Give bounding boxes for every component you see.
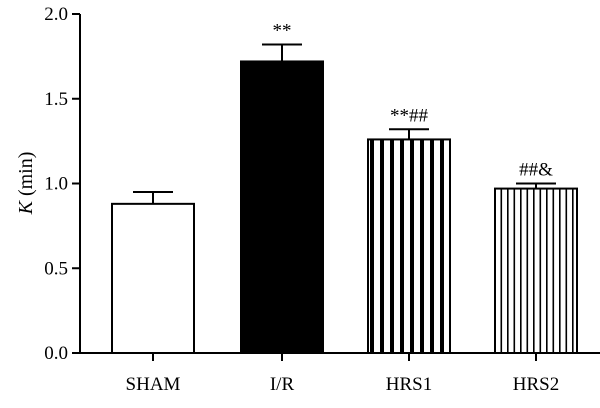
y-tick-label: 0.5	[44, 258, 68, 279]
chart-marks: 0.0 0.5 1.0 1.5 2.0 SHAM I/R ** HRS1 **## HRS2 ##&	[44, 4, 578, 395]
significance-label: **##	[390, 105, 429, 126]
bar-sham	[111, 202, 195, 354]
x-tick-label: SHAM	[126, 374, 181, 395]
y-tick-label: 1.5	[44, 89, 68, 110]
bar-i-r	[240, 60, 324, 355]
x-tick-label: HRS1	[386, 374, 432, 395]
y-axis-title: K (min)	[15, 152, 37, 216]
x-tick-label: I/R	[270, 374, 295, 395]
bar-hrs2	[494, 187, 578, 354]
significance-label: ##&	[519, 160, 553, 181]
bar-hrs1	[367, 138, 451, 354]
x-tick-label: HRS2	[513, 374, 559, 395]
significance-label: **	[273, 21, 292, 42]
y-tick-label: 0.0	[44, 343, 68, 364]
y-tick-label: 1.0	[44, 174, 68, 195]
y-tick-label: 2.0	[44, 4, 68, 25]
